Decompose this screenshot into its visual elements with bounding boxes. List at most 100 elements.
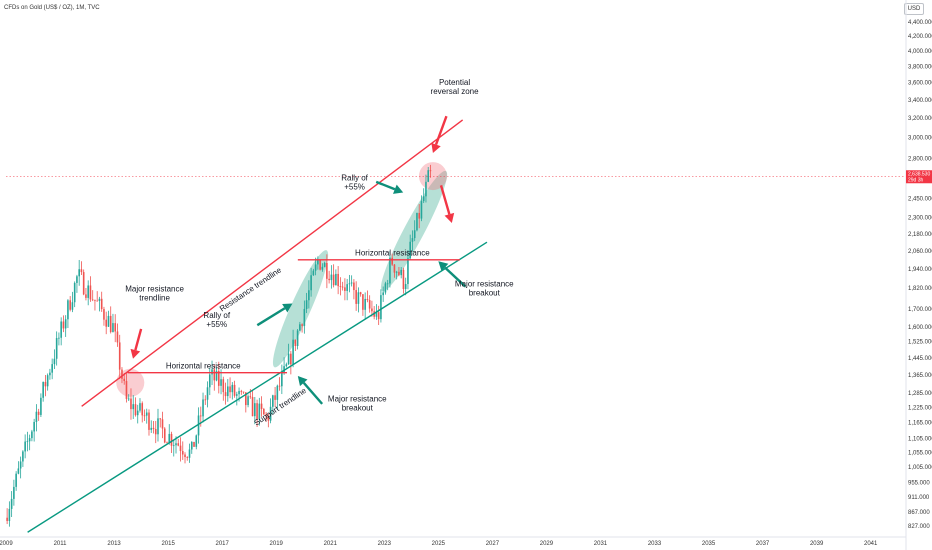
arrow-breakout-right-shaft bbox=[444, 266, 467, 288]
label-potential-reversal: Potential reversal zone bbox=[431, 78, 480, 96]
candle-body bbox=[260, 403, 263, 409]
candle-body bbox=[186, 456, 189, 458]
candle-body bbox=[310, 275, 312, 291]
candle-body bbox=[213, 369, 216, 381]
candle-body bbox=[71, 302, 74, 310]
candle-body bbox=[375, 312, 378, 317]
label-breakout-right-line: Major resistance bbox=[455, 280, 514, 289]
x-tick-label: 2017 bbox=[215, 541, 229, 547]
label-major-resistance-trendline-line: trendline bbox=[139, 294, 170, 303]
candle-body bbox=[103, 309, 105, 320]
label-horizontal-high: Horizontal resistance bbox=[355, 248, 430, 257]
candle-body bbox=[46, 375, 49, 387]
candle-body bbox=[148, 412, 150, 430]
candle-body bbox=[15, 473, 17, 487]
candle-body bbox=[231, 384, 234, 393]
y-tick-label: 4,200.000 bbox=[908, 34, 932, 40]
x-tick-label: 2029 bbox=[540, 541, 554, 547]
candle-body bbox=[89, 285, 92, 300]
candle-body bbox=[429, 170, 432, 172]
candle-body bbox=[382, 292, 384, 296]
label-rally-mid-line: +55% bbox=[206, 320, 227, 329]
candle-body bbox=[37, 411, 40, 415]
y-tick-label: 955.000 bbox=[908, 481, 930, 487]
arrow-rally-top-shaft bbox=[375, 180, 396, 191]
y-tick-label: 1,225.000 bbox=[908, 406, 932, 412]
countdown-label: 29d 3h bbox=[908, 177, 924, 183]
candle-body bbox=[19, 461, 22, 469]
label-horizontal-high-line: Horizontal resistance bbox=[355, 248, 430, 257]
candle-body bbox=[76, 276, 78, 283]
candle-body bbox=[33, 421, 35, 432]
arrow-down-projection-head bbox=[444, 212, 455, 223]
candle-body bbox=[199, 415, 202, 417]
candle-body bbox=[118, 342, 121, 370]
arrow-breakout-low bbox=[297, 376, 324, 405]
candle-body bbox=[411, 238, 414, 242]
x-tick-label: 2025 bbox=[432, 541, 446, 547]
candle-body bbox=[398, 271, 400, 276]
candle-body bbox=[328, 278, 330, 281]
arrow-breakout-right bbox=[438, 261, 467, 288]
candle-body bbox=[287, 353, 290, 365]
candle-body bbox=[314, 264, 317, 271]
candle-body bbox=[235, 394, 238, 396]
candle-body bbox=[78, 269, 80, 277]
candle-body bbox=[130, 398, 132, 410]
support-trendline bbox=[27, 241, 488, 533]
candle-body bbox=[238, 391, 240, 395]
candle-body bbox=[245, 392, 247, 406]
y-tick-label: 1,445.000 bbox=[908, 356, 932, 362]
candle-body bbox=[339, 286, 342, 287]
candle-body bbox=[326, 262, 328, 279]
label-potential-reversal-line: Potential bbox=[439, 78, 470, 87]
candle-body bbox=[348, 283, 351, 285]
candle-body bbox=[368, 300, 371, 309]
candle-body bbox=[256, 403, 258, 420]
y-tick-label: 2,300.000 bbox=[908, 216, 932, 222]
candle-body bbox=[22, 451, 24, 462]
candle-body bbox=[317, 260, 319, 265]
candle-body bbox=[305, 300, 308, 309]
label-horizontal-low: Horizontal resistance bbox=[166, 361, 241, 370]
candle-body bbox=[281, 372, 283, 387]
label-rally-mid: Rally of +55% bbox=[203, 311, 230, 329]
candle-body bbox=[181, 451, 184, 455]
candle-body bbox=[62, 321, 65, 329]
candle-body bbox=[208, 374, 211, 388]
candle-body bbox=[233, 384, 236, 396]
label-rally-top: Rally of +55% bbox=[341, 174, 368, 192]
arrow-rally-top-head bbox=[393, 184, 404, 194]
x-tick-label: 2033 bbox=[648, 541, 662, 547]
arrow-rally-mid bbox=[256, 303, 293, 327]
label-breakout-right: Major resistance breakout bbox=[455, 280, 514, 298]
candle-body bbox=[134, 404, 137, 416]
candle-body bbox=[85, 294, 87, 298]
currency-button[interactable]: USD bbox=[904, 3, 924, 15]
label-rally-mid-line: Rally of bbox=[203, 311, 230, 320]
candle-body bbox=[301, 324, 303, 326]
candle-body bbox=[188, 449, 191, 458]
candle-body bbox=[107, 315, 110, 327]
candle-body bbox=[299, 324, 301, 331]
candle-body bbox=[51, 364, 53, 373]
candle-body bbox=[377, 312, 380, 320]
symbol-title: CFDs on Gold (US$ / OZ), 1M, TVC bbox=[4, 5, 100, 11]
candle-body bbox=[393, 264, 396, 273]
candle-body bbox=[125, 381, 128, 399]
candle-body bbox=[73, 282, 76, 303]
label-breakout-low: Major resistance breakout bbox=[328, 394, 387, 412]
candle-body bbox=[109, 315, 112, 333]
x-tick-label: 2015 bbox=[161, 541, 175, 547]
arrow-potential-reversal-head bbox=[431, 142, 441, 154]
x-tick-label: 2019 bbox=[270, 541, 284, 547]
candle-body bbox=[152, 427, 155, 429]
label-major-resistance-trendline: Major resistance trendline bbox=[125, 285, 184, 303]
candle-body bbox=[150, 427, 153, 430]
label-breakout-low-line: breakout bbox=[342, 403, 374, 412]
arrow-potential-reversal-shaft bbox=[434, 115, 448, 145]
candle-body bbox=[114, 323, 117, 332]
candle-body bbox=[418, 212, 421, 219]
